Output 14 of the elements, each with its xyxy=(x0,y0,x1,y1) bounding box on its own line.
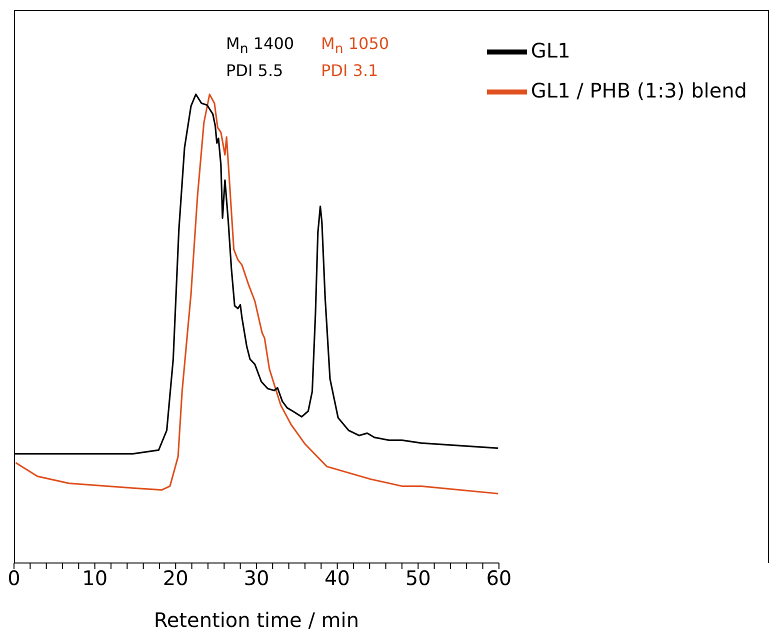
x-tick-label: 20 xyxy=(162,566,188,590)
legend-label: GL1 / PHB (1:3) blend xyxy=(530,78,747,102)
text: PDI 3.1 xyxy=(321,61,378,80)
x-axis-title: Retention time / min xyxy=(154,608,360,632)
x-tick-label: 50 xyxy=(405,566,431,590)
x-tick-label: 10 xyxy=(82,566,108,590)
text: M$_{n}$ 1050 xyxy=(321,34,390,58)
text: PDI 5.5 xyxy=(226,61,284,80)
x-tick-label: 60 xyxy=(486,566,512,590)
legend-label: GL1 xyxy=(530,38,570,62)
text: M$_{n}$ 1400 xyxy=(226,34,294,58)
x-tick-label: 40 xyxy=(324,566,350,590)
x-tick-label: 0 xyxy=(8,566,20,590)
x-tick-label: 30 xyxy=(244,566,270,590)
